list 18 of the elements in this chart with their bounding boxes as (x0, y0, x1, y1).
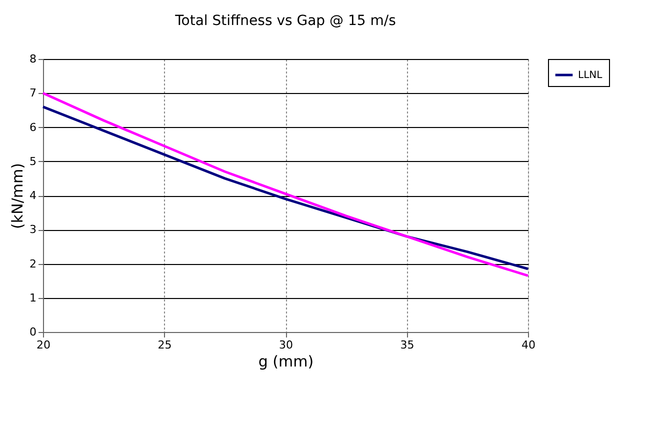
y-tick-label: 3 (30, 223, 36, 236)
x-tick-label: 25 (158, 338, 172, 352)
x-tick-label: 30 (279, 338, 293, 352)
chart-title: Total Stiffness vs Gap @ 15 m/s (174, 13, 396, 29)
y-axis-title: (kN/mm) (8, 163, 26, 229)
legend-label: LLNL (578, 70, 603, 81)
y-tick-label: 1 (30, 291, 36, 304)
y-tick-label: 2 (30, 257, 36, 270)
x-axis-title: g (mm) (258, 352, 314, 370)
y-tick-label: 6 (30, 120, 36, 134)
y-tick-label: 0 (30, 326, 36, 338)
y-tick-label: 5 (30, 154, 36, 168)
x-tick-label: 20 (36, 338, 50, 352)
x-tick-label: 40 (522, 338, 536, 352)
x-tick-label: 35 (400, 338, 414, 352)
y-tick-label: 7 (30, 86, 36, 100)
y-tick-label: 4 (30, 189, 36, 202)
y-tick-label: 8 (30, 52, 36, 66)
